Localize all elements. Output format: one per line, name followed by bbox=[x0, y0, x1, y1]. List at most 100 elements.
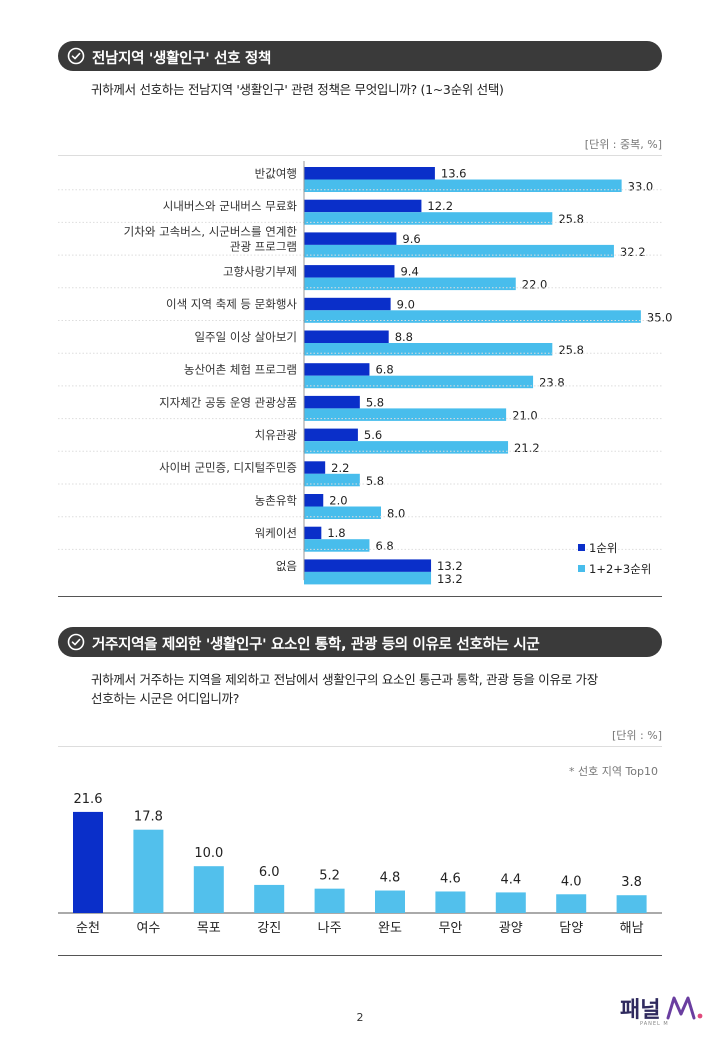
logo-text: 패널 bbox=[620, 998, 660, 1023]
bar-first-rank bbox=[304, 330, 389, 343]
page-number: 2 bbox=[356, 1011, 364, 1024]
data-label: 13.2 bbox=[437, 572, 463, 586]
bar bbox=[254, 884, 285, 913]
bar-top3-rank bbox=[304, 473, 360, 487]
category-label: 이색 지역 축제 등 문화행사 bbox=[166, 297, 297, 311]
category-label: 고향사랑기부제 bbox=[223, 264, 297, 278]
bar-top3-rank bbox=[304, 408, 507, 421]
data-label: 6.0 bbox=[259, 865, 280, 880]
legend-swatch bbox=[578, 565, 585, 572]
data-label: 21.2 bbox=[514, 441, 540, 455]
bar-first-rank bbox=[304, 232, 397, 245]
bar bbox=[73, 811, 103, 913]
bar-top3-rank bbox=[304, 212, 553, 225]
bar-first-rank bbox=[304, 526, 322, 540]
bar-top3-rank bbox=[304, 179, 622, 192]
legend-swatch bbox=[578, 544, 585, 551]
category-label: 해남 bbox=[620, 921, 644, 936]
data-label: 10.0 bbox=[194, 846, 223, 861]
bar-top3-rank bbox=[304, 343, 553, 356]
category-label: 강진 bbox=[257, 921, 281, 936]
bar bbox=[193, 866, 224, 913]
bar-top3-rank bbox=[304, 539, 370, 552]
bar bbox=[616, 895, 647, 913]
data-label: 23.8 bbox=[539, 376, 565, 390]
data-label: 22.0 bbox=[522, 278, 548, 292]
data-label: 9.4 bbox=[400, 265, 418, 279]
section-header-policy: 전남지역 '생활인구' 선호 정책 bbox=[58, 41, 662, 71]
bar-first-rank bbox=[304, 199, 422, 213]
category-label: 치유관광 bbox=[255, 428, 298, 442]
category-label: 목포 bbox=[197, 921, 221, 936]
bar-first-rank bbox=[304, 167, 435, 180]
bar bbox=[375, 890, 405, 913]
panel-logo: 패널 PANEL M bbox=[620, 996, 703, 1026]
category-label: 지자체간 공동 운영 관광상품 bbox=[159, 395, 297, 409]
data-label: 33.0 bbox=[628, 180, 654, 194]
data-label: 8.0 bbox=[387, 507, 405, 521]
bar-first-rank bbox=[304, 461, 326, 474]
bar-top3-rank bbox=[304, 310, 641, 323]
data-label: 8.8 bbox=[395, 330, 413, 344]
section-divider bbox=[58, 596, 662, 597]
chart-top-line bbox=[58, 746, 662, 747]
data-label: 5.8 bbox=[366, 395, 384, 409]
check-circle-icon bbox=[67, 633, 85, 651]
category-label: 담양 bbox=[559, 921, 583, 936]
chart-top-line bbox=[58, 155, 662, 156]
data-label: 4.8 bbox=[380, 871, 401, 886]
data-label: 35.0 bbox=[647, 310, 673, 324]
data-label: 4.4 bbox=[500, 872, 521, 887]
unit-label: [단위 : 중복, %] bbox=[584, 138, 662, 151]
category-label: 나주 bbox=[318, 921, 342, 936]
data-label: 4.6 bbox=[440, 871, 461, 886]
category-label: 여수 bbox=[136, 921, 160, 936]
bar-first-rank bbox=[304, 428, 358, 442]
data-label: 5.6 bbox=[364, 428, 382, 442]
bar-top3-rank bbox=[304, 375, 534, 389]
category-label: 순천 bbox=[76, 921, 100, 936]
section-header-region: 거주지역을 제외한 '생활인구' 요소인 통학, 관광 등의 이유로 선호하는 … bbox=[58, 627, 662, 657]
data-label: 32.2 bbox=[620, 245, 646, 259]
legend-label: 1순위 bbox=[589, 541, 617, 555]
data-label: 13.2 bbox=[437, 559, 463, 573]
category-label: 사이버 군민증, 디지털주민증 bbox=[159, 461, 297, 475]
horizontal-bar-chart: 반값여행 13.6 33.0 시내버스와 군내버스 무료화 12.2 25.8 기차와 고속… bbox=[58, 161, 673, 586]
category-label: 완도 bbox=[378, 921, 402, 936]
question-text: 귀하께서 거주하는 지역을 제외하고 전남에서 생활인구의 요소인 통근과 통학… bbox=[91, 670, 598, 708]
section-title: 거주지역을 제외한 '생활인구' 요소인 통학, 관광 등의 이유로 선호하는 … bbox=[92, 637, 540, 653]
legend-label: 1+2+3순위 bbox=[589, 562, 651, 576]
data-label: 9.0 bbox=[397, 297, 415, 311]
data-label: 6.8 bbox=[375, 363, 393, 377]
bar bbox=[314, 888, 345, 913]
bar bbox=[495, 892, 526, 913]
bar-top3-rank bbox=[304, 277, 516, 291]
data-label: 5.8 bbox=[366, 474, 384, 488]
category-label: 반값여행 bbox=[255, 166, 297, 180]
bar-top3-rank bbox=[304, 571, 432, 585]
category-label: 농산어촌 체험 프로그램 bbox=[184, 363, 297, 377]
data-label: 9.6 bbox=[402, 232, 420, 246]
question-line: 귀하께서 거주하는 지역을 제외하고 전남에서 생활인구의 요소인 통근과 통학… bbox=[91, 672, 598, 687]
data-label: 13.6 bbox=[441, 167, 467, 181]
bar bbox=[435, 891, 466, 913]
data-label: 12.2 bbox=[427, 199, 453, 213]
bar-first-rank bbox=[304, 395, 360, 409]
category-label: 없음 bbox=[276, 559, 297, 573]
chart-note: * 선호 지역 Top10 bbox=[568, 765, 658, 778]
data-label: 4.0 bbox=[561, 874, 582, 889]
bar-first-rank bbox=[304, 265, 395, 278]
unit-label: [단위 : %] bbox=[612, 729, 662, 742]
bar-first-rank bbox=[304, 559, 432, 572]
bar bbox=[133, 829, 164, 913]
category-label: 일주일 이상 살아보기 bbox=[194, 330, 297, 344]
category-label: 농촌유학 bbox=[255, 493, 298, 507]
bar-top3-rank bbox=[304, 506, 381, 519]
section-title: 전남지역 '생활인구' 선호 정책 bbox=[92, 51, 272, 67]
data-label: 5.2 bbox=[319, 869, 340, 884]
category-label: 광양 bbox=[499, 921, 523, 936]
bar-first-rank bbox=[304, 297, 391, 311]
category-label: 기차와 고속버스, 시군버스를 연계한 bbox=[124, 224, 298, 238]
bar-top3-rank bbox=[304, 244, 614, 258]
bar-top3-rank bbox=[304, 441, 509, 454]
